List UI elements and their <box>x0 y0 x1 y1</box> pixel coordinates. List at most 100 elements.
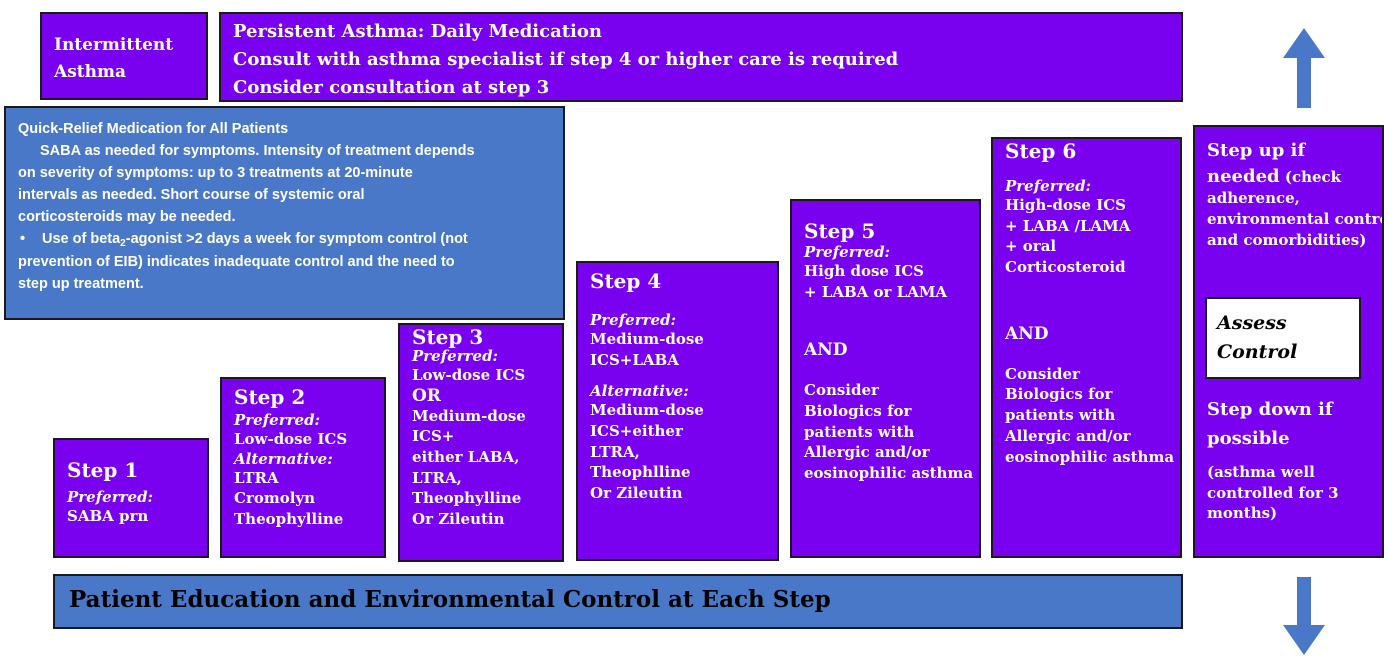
step-item: Allergic and/or <box>804 443 930 462</box>
quick-relief-bullet: • Use of beta2-agonist >2 days a week for… <box>18 228 551 251</box>
step-3-box: Step 3 Preferred: Low-dose ICS OR Medium… <box>398 323 564 562</box>
step-item: LTRA <box>234 468 279 487</box>
step-item: LTRA, <box>590 442 640 461</box>
step-item: Corticosteroid <box>1005 258 1126 277</box>
and-label: AND <box>804 340 848 361</box>
step-item: ICS+either <box>590 422 683 441</box>
step-item: Allergic and/or <box>1005 426 1131 445</box>
step-6-box: Step 6 Preferred: High-dose ICS + LABA /… <box>991 137 1182 558</box>
step-item: Medium-dose <box>590 330 704 348</box>
step-item: Biologics for <box>1005 385 1113 404</box>
persistent-asthma-box: Persistent Asthma: Daily Medication Cons… <box>219 12 1183 102</box>
or-label: OR <box>412 385 441 406</box>
footer-text: Patient Education and Environmental Cont… <box>69 586 831 613</box>
step-item: patients with <box>804 422 915 441</box>
quick-relief-heading: Quick-Relief Medication for All Patients <box>18 121 289 137</box>
bullet-text-post: -agonist >2 days a week for symptom cont… <box>125 231 468 248</box>
up-arrow-icon <box>1283 28 1325 108</box>
step-down-detail: controlled for 3 <box>1207 483 1339 502</box>
quick-relief-line: corticosteroids may be needed. <box>18 209 236 226</box>
step-title: Step 2 <box>234 385 306 409</box>
step-item: Low-dose ICS <box>234 430 348 448</box>
spacer <box>1005 278 1168 324</box>
up-arrow-shape <box>1283 28 1325 108</box>
quick-relief-line: step up treatment. <box>18 276 144 293</box>
preferred-label: Preferred: <box>412 347 499 365</box>
bullet-icon: • <box>20 231 26 248</box>
spacer <box>1005 344 1168 364</box>
intermittent-line: Intermittent <box>54 35 174 55</box>
quick-relief-box: Quick-Relief Medication for All Patients… <box>4 106 565 320</box>
step-down-line: possible <box>1207 428 1290 450</box>
down-arrow-shape <box>1283 577 1325 655</box>
step-title: Step 1 <box>67 458 139 482</box>
step-item: eosinophilic asthma <box>804 464 974 483</box>
step-item: ICS+LABA <box>590 350 679 369</box>
step-item: Biologics for <box>804 402 912 421</box>
step-item: Theophylline <box>234 510 344 529</box>
preferred-label: Preferred: <box>590 311 677 329</box>
persistent-line: Consult with asthma specialist if step 4… <box>233 48 899 70</box>
preferred-label: Preferred: <box>1005 177 1092 195</box>
intermittent-line: Asthma <box>54 62 126 83</box>
assess-line: Control <box>1217 341 1298 364</box>
step-title: Step 6 <box>1005 139 1077 163</box>
step-up-line: Step up if <box>1207 140 1306 161</box>
step-4-box: Step 4 Preferred: Medium-dose ICS+LABA A… <box>576 261 779 561</box>
step-up-detail: adherence, <box>1207 189 1300 208</box>
step-title: Step 3 <box>412 325 484 349</box>
step-item: eosinophilic asthma <box>1005 447 1175 466</box>
step-item: High-dose ICS <box>1005 196 1126 214</box>
preferred-label: Preferred: <box>804 243 891 261</box>
spacer <box>804 302 967 340</box>
quick-relief-line: prevention of EIB) indicates inadequate … <box>18 254 455 271</box>
step-up-check: (check <box>1279 167 1342 186</box>
step-item: Cromolyn <box>234 489 316 508</box>
bullet-subscript: 2 <box>120 238 126 250</box>
persistent-line: Persistent Asthma: Daily Medication <box>233 21 602 42</box>
step-item: either LABA, <box>412 448 520 467</box>
step-item: Consider <box>804 381 879 400</box>
step-up-down-box: Step up if needed (check adherence, envi… <box>1193 125 1384 558</box>
step-item: + oral <box>1005 237 1057 256</box>
step-item: SABA prn <box>67 507 149 525</box>
step-down-line: Step down if <box>1207 399 1333 421</box>
step-title: Step 4 <box>590 269 662 293</box>
bullet-text-pre: Use of beta <box>42 231 121 248</box>
and-label: AND <box>1005 323 1049 344</box>
step-up-detail: and comorbidities) <box>1207 230 1367 249</box>
alternative-label: Alternative: <box>590 382 689 401</box>
quick-relief-line: on severity of symptoms: up to 3 treatme… <box>18 165 413 182</box>
step-item: ICS+ <box>412 427 455 446</box>
step-item: + LABA or LAMA <box>804 282 948 301</box>
alternative-label: Alternative: <box>234 449 333 468</box>
intermittent-asthma-box: Intermittent Asthma <box>40 12 208 100</box>
step-item: LTRA, <box>412 468 462 487</box>
spacer <box>804 360 967 380</box>
step-item: Or Zileutin <box>590 484 683 503</box>
assess-control-box: Assess Control <box>1205 297 1361 379</box>
step-1-box: Step 1 Preferred: SABA prn <box>53 438 209 558</box>
step-5-box: Step 5 Preferred: High dose ICS + LABA o… <box>790 199 981 558</box>
quick-relief-line: intervals as needed. Short course of sys… <box>18 187 365 204</box>
step-title: Step 5 <box>804 219 876 243</box>
step-item: patients with <box>1005 406 1116 425</box>
step-up-line: needed (check <box>1207 165 1370 188</box>
step-down-detail: months) <box>1207 504 1278 523</box>
step-item: High dose ICS <box>804 262 924 280</box>
step-item: Medium-dose <box>412 406 526 425</box>
step-item: Consider <box>1005 364 1080 383</box>
step-item: Medium-dose <box>590 401 704 420</box>
assess-line: Assess <box>1217 312 1287 334</box>
step-up-detail: environmental control, <box>1207 209 1384 228</box>
preferred-label: Preferred: <box>67 488 154 506</box>
step-up-needed: needed <box>1207 165 1280 187</box>
spacer <box>590 370 765 382</box>
down-arrow-icon <box>1283 577 1325 655</box>
step-item: Theophlline <box>590 463 691 482</box>
quick-relief-line: SABA as needed for symptoms. Intensity o… <box>40 143 475 160</box>
step-item: Low-dose ICS <box>412 366 526 384</box>
step-2-box: Step 2 Preferred: Low-dose ICS Alternati… <box>220 377 386 558</box>
spacer <box>1207 454 1370 462</box>
patient-education-banner: Patient Education and Environmental Cont… <box>53 574 1183 629</box>
